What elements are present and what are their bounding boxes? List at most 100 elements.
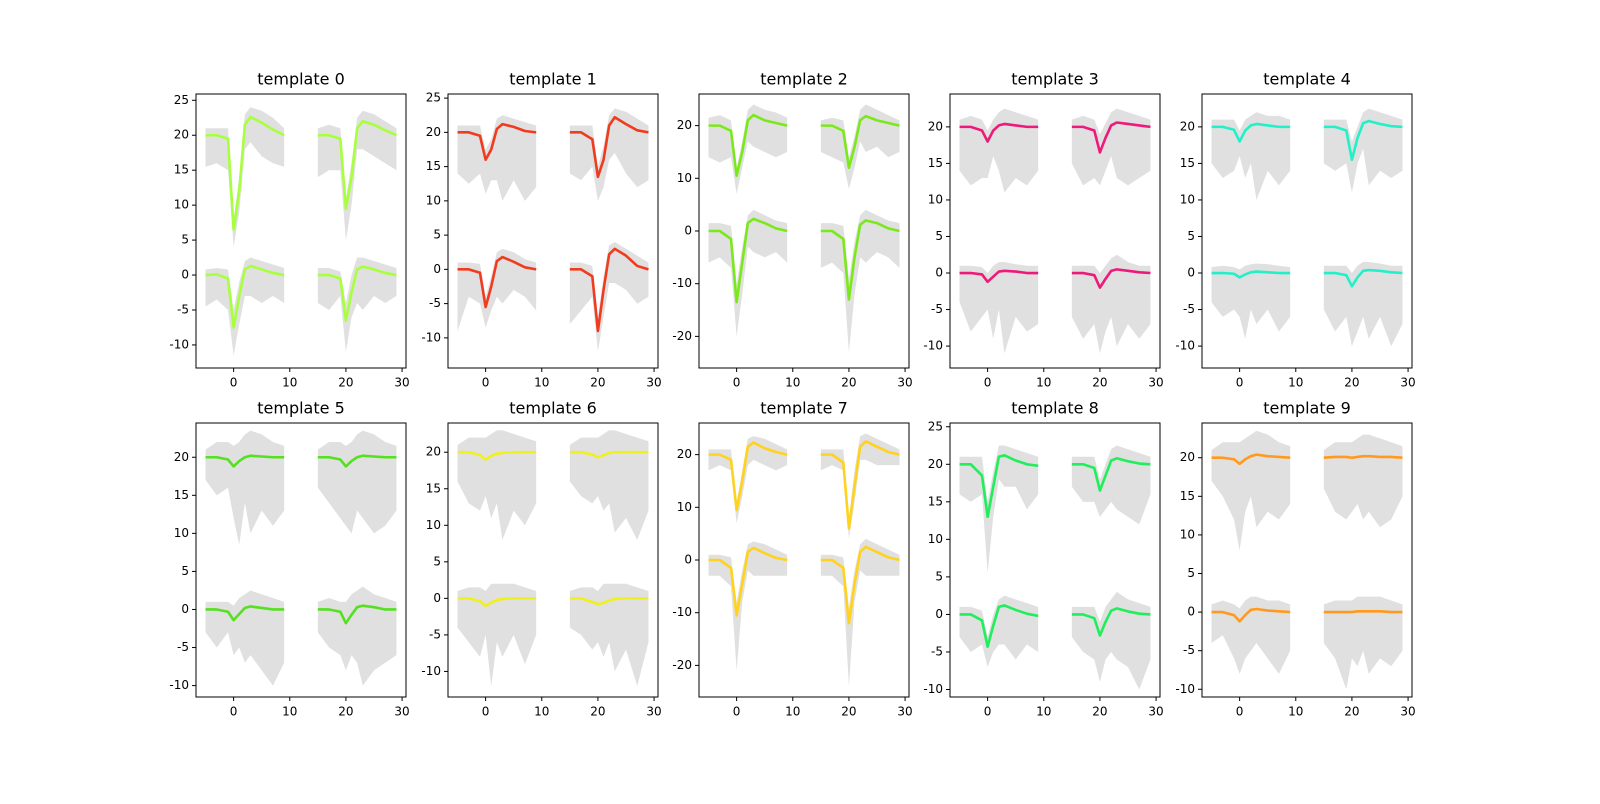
y-tick-label: 15 bbox=[174, 488, 189, 502]
y-tick-label: -10 bbox=[923, 339, 943, 353]
band bbox=[820, 209, 900, 353]
band bbox=[1211, 263, 1291, 339]
y-tick-label: 20 bbox=[426, 125, 441, 139]
band bbox=[457, 248, 537, 332]
y-tick-label: 15 bbox=[928, 494, 943, 508]
panel-title: template 5 bbox=[257, 399, 345, 418]
axes-frame bbox=[195, 422, 407, 698]
mean-line bbox=[1211, 122, 1291, 143]
y-tick-label: 5 bbox=[433, 554, 441, 568]
x-tick-label: 10 bbox=[785, 376, 800, 390]
y-tick-label: 0 bbox=[1187, 605, 1195, 619]
y-tick-label: 10 bbox=[928, 532, 943, 546]
x-tick-label: 30 bbox=[897, 705, 912, 719]
x-tick-label: 10 bbox=[1036, 376, 1051, 390]
y-tick-label: -10 bbox=[169, 337, 189, 351]
x-tick-label: 30 bbox=[1400, 705, 1415, 719]
y-tick-label: 10 bbox=[677, 500, 692, 514]
mean-line bbox=[959, 269, 1039, 284]
x-tick-label: 30 bbox=[897, 376, 912, 390]
y-tick-label: 20 bbox=[1180, 450, 1195, 464]
y-tick-label: -5 bbox=[1183, 302, 1195, 316]
x-tick-label: 20 bbox=[338, 376, 353, 390]
x-tick-label: 30 bbox=[1400, 376, 1415, 390]
band bbox=[1323, 108, 1403, 193]
axes-frame bbox=[949, 422, 1161, 698]
x-tick-label: 10 bbox=[534, 376, 549, 390]
x-tick-label: 0 bbox=[482, 376, 490, 390]
mean-line bbox=[569, 115, 649, 179]
band bbox=[1323, 596, 1403, 690]
y-tick-label: -10 bbox=[923, 682, 943, 696]
y-tick-label: 0 bbox=[181, 268, 189, 282]
y-tick-label: 5 bbox=[433, 228, 441, 242]
x-tick-label: 20 bbox=[1344, 376, 1359, 390]
y-tick-label: -5 bbox=[429, 627, 441, 641]
y-tick-label: -5 bbox=[177, 640, 189, 654]
band bbox=[1211, 112, 1291, 200]
y-tick-label: 20 bbox=[928, 119, 943, 133]
y-tick-label: 0 bbox=[433, 591, 441, 605]
band bbox=[317, 257, 397, 352]
y-tick-label: 5 bbox=[935, 569, 943, 583]
y-tick-label: -5 bbox=[1183, 643, 1195, 657]
band bbox=[1211, 430, 1291, 551]
x-tick-label: 30 bbox=[1148, 376, 1163, 390]
y-tick-label: -5 bbox=[429, 296, 441, 310]
panel-title: template 4 bbox=[1263, 70, 1351, 89]
axes-frame bbox=[949, 93, 1161, 369]
band bbox=[205, 590, 285, 686]
y-tick-label: -10 bbox=[672, 276, 692, 290]
band bbox=[1323, 262, 1403, 347]
mean-line bbox=[1071, 456, 1151, 492]
y-tick-label: -10 bbox=[421, 330, 441, 344]
y-tick-label: -20 bbox=[672, 658, 692, 672]
x-tick-label: 0 bbox=[1236, 705, 1244, 719]
band bbox=[569, 241, 649, 352]
y-tick-label: 20 bbox=[426, 445, 441, 459]
y-tick-label: 20 bbox=[677, 447, 692, 461]
band bbox=[457, 430, 537, 540]
mean-line bbox=[317, 454, 397, 468]
x-tick-label: 10 bbox=[282, 376, 297, 390]
x-tick-label: 20 bbox=[1092, 376, 1107, 390]
mean-line bbox=[457, 255, 537, 309]
band bbox=[205, 430, 285, 545]
y-tick-label: 20 bbox=[1180, 119, 1195, 133]
axes-frame bbox=[447, 93, 659, 369]
y-tick-label: 0 bbox=[1187, 266, 1195, 280]
y-tick-label: 15 bbox=[1180, 156, 1195, 170]
band bbox=[317, 430, 397, 534]
x-tick-label: 20 bbox=[1092, 705, 1107, 719]
band bbox=[1071, 591, 1151, 690]
panel-title: template 3 bbox=[1011, 70, 1099, 89]
mean-line bbox=[708, 441, 788, 512]
y-tick-label: -10 bbox=[169, 678, 189, 692]
x-tick-label: 0 bbox=[1236, 376, 1244, 390]
x-tick-label: 30 bbox=[394, 705, 409, 719]
mean-line bbox=[569, 247, 649, 333]
band bbox=[317, 586, 397, 686]
mean-line bbox=[569, 597, 649, 606]
y-tick-label: 15 bbox=[1180, 489, 1195, 503]
band bbox=[708, 104, 788, 195]
band bbox=[205, 107, 285, 248]
band bbox=[457, 583, 537, 687]
panel-title: template 6 bbox=[509, 399, 597, 418]
panel-title: template 9 bbox=[1263, 399, 1351, 418]
mean-line bbox=[317, 604, 397, 625]
mean-line bbox=[205, 605, 285, 622]
y-tick-label: 20 bbox=[928, 457, 943, 471]
y-tick-label: 20 bbox=[677, 118, 692, 132]
band bbox=[317, 110, 397, 241]
mean-line bbox=[317, 119, 397, 210]
mean-line bbox=[820, 440, 900, 530]
mean-line bbox=[820, 114, 900, 170]
y-tick-label: -10 bbox=[421, 664, 441, 678]
y-tick-label: 0 bbox=[684, 224, 692, 238]
band bbox=[820, 538, 900, 687]
y-tick-label: 25 bbox=[174, 93, 189, 107]
mean-line bbox=[569, 450, 649, 459]
y-tick-label: 5 bbox=[935, 229, 943, 243]
x-tick-label: 20 bbox=[338, 705, 353, 719]
